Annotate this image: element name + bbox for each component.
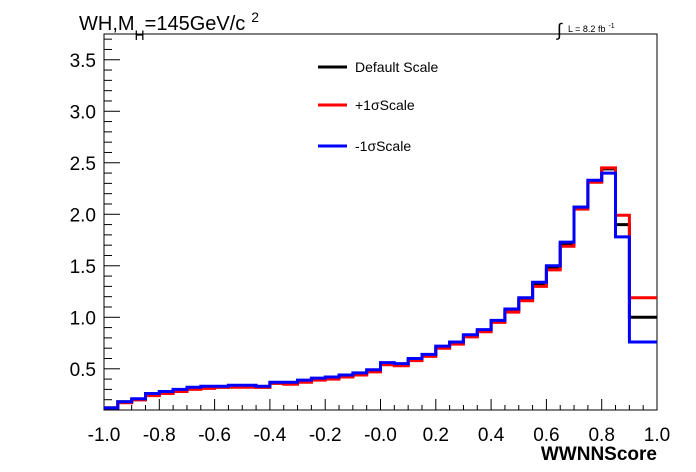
x-tick-label: -0.8 — [143, 425, 176, 446]
x-tick-label: 0.6 — [533, 425, 559, 446]
axis-ticks: -1.0 -0.8 -0.6 -0.4 -0.2 -0.0 0.2 0.4 0.6 0.8 1.0 0… — [70, 38, 670, 446]
chart-title: WH,MH=145GeV/c 2 — [79, 9, 259, 43]
luminosity-integral: ∫ — [555, 20, 563, 40]
x-tick-label: -0.6 — [198, 425, 231, 446]
x-axis-label: WWNNScore — [541, 444, 657, 465]
title-subscript: H — [135, 27, 145, 43]
legend: Default Scale +1σScale -1σScale — [318, 59, 438, 154]
series-line-2 — [104, 171, 657, 410]
x-tick-label: -0.0 — [364, 425, 397, 446]
x-tick-label: 0.8 — [588, 425, 614, 446]
legend-label: -1σScale — [355, 138, 411, 154]
y-tick-label: 1.0 — [70, 308, 96, 329]
x-tick-label: 0.4 — [478, 425, 505, 446]
y-tick-label: 1.5 — [70, 257, 96, 278]
y-tick-label: 0.5 — [70, 360, 96, 381]
y-tick-label: 2.5 — [70, 154, 96, 175]
title-main: WH,M — [79, 13, 135, 35]
luminosity-label: L = 8.2 fb -1 — [568, 23, 615, 34]
y-tick-label: 3.0 — [70, 102, 96, 123]
x-tick-label: 0.2 — [423, 425, 449, 446]
y-tick-label: 2.0 — [70, 205, 96, 226]
luminosity-text: L = 8.2 fb — [568, 24, 605, 34]
x-tick-label: -0.2 — [309, 425, 342, 446]
luminosity-superscript: -1 — [608, 23, 614, 30]
series-layer — [104, 166, 657, 410]
x-tick-label: 1.0 — [644, 425, 670, 446]
legend-label: +1σScale — [355, 97, 415, 113]
legend-label: Default Scale — [355, 59, 438, 75]
x-tick-label: -1.0 — [88, 425, 121, 446]
title-rest: =145GeV/c — [145, 13, 246, 35]
x-tick-label: -0.4 — [254, 425, 287, 446]
title-superscript: 2 — [251, 9, 259, 25]
y-tick-label: 3.5 — [70, 51, 96, 72]
